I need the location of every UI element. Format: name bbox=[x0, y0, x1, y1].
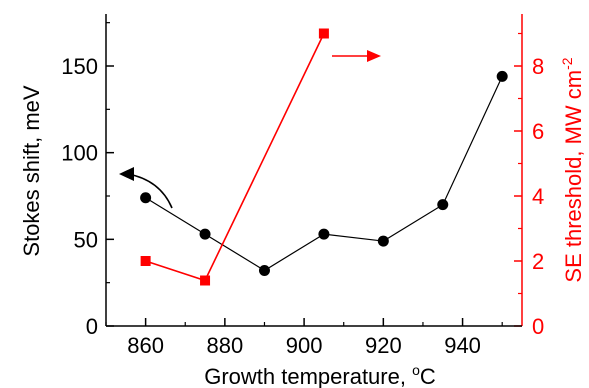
se-threshold-data-point bbox=[140, 256, 151, 266]
stokes-shift-series-line bbox=[145, 76, 503, 272]
stokes-shift-data-point bbox=[437, 199, 449, 211]
right-y-tick-label: 2 bbox=[532, 249, 544, 274]
right-y-tick-label: 4 bbox=[532, 184, 544, 209]
stokes-shift-data-point bbox=[140, 192, 152, 204]
x-axis-title: Growth temperature, oC bbox=[204, 362, 436, 388]
right-y-tick-label: 8 bbox=[532, 54, 544, 79]
x-tick-label: 900 bbox=[286, 333, 323, 358]
stokes-shift-data-point bbox=[318, 228, 330, 240]
left-y-axis: 0 50 100 150 bbox=[61, 14, 114, 339]
left-y-tick-label: 150 bbox=[61, 54, 98, 79]
se-threshold-data-point bbox=[200, 275, 211, 286]
x-axis: 860 880 900 920 940 bbox=[105, 318, 522, 358]
stokes-shift-data-point bbox=[199, 228, 211, 240]
left-y-tick-label: 100 bbox=[61, 141, 98, 166]
series-layer bbox=[140, 28, 508, 286]
left-y-axis-title: Stokes shift, meV bbox=[19, 85, 44, 257]
right-y-tick-label: 0 bbox=[532, 314, 544, 339]
left-axis-pointer-arrow-icon bbox=[127, 173, 173, 209]
x-tick-label: 860 bbox=[127, 333, 164, 358]
x-tick-label: 940 bbox=[444, 333, 481, 358]
left-y-tick-label: 50 bbox=[74, 227, 98, 252]
x-tick-label: 920 bbox=[365, 333, 402, 358]
se-threshold-data-point bbox=[318, 28, 329, 39]
se-threshold-series-line bbox=[145, 33, 325, 282]
left-axis-pointer-arrowhead-icon bbox=[119, 167, 134, 181]
right-y-axis: 0 2 4 6 8 bbox=[514, 14, 544, 339]
right-y-tick-label: 6 bbox=[532, 119, 544, 144]
stokes-shift-data-point bbox=[496, 70, 508, 82]
right-y-axis-title: SE threshold, MW cm-2 bbox=[559, 57, 586, 282]
stokes-shift-data-point bbox=[258, 265, 270, 277]
x-tick-label: 880 bbox=[206, 333, 243, 358]
right-axis-pointer-arrowhead-icon bbox=[367, 50, 381, 62]
left-y-tick-label: 0 bbox=[86, 314, 98, 339]
stokes-shift-data-point bbox=[377, 235, 389, 247]
